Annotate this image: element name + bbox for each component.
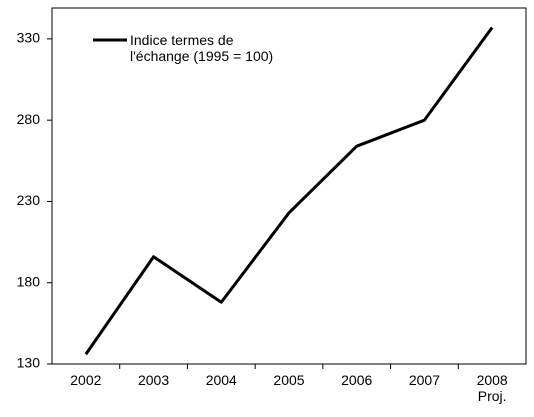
x-tick-label: 2006 <box>341 372 373 388</box>
plot-frame <box>51 7 527 365</box>
series-line <box>84 26 494 356</box>
x-tick-label: 2003 <box>137 372 170 388</box>
y-tick-label: 130 <box>17 355 41 371</box>
y-tick-label: 180 <box>17 273 41 289</box>
y-tick-label: 330 <box>17 30 41 46</box>
x-tick-label: 2005 <box>273 372 305 388</box>
x-tick-label: 2002 <box>70 372 102 388</box>
y-tick-label: 280 <box>17 111 41 127</box>
x-tick-label: 2007 <box>408 372 440 388</box>
x-tick-label: 2004 <box>205 372 237 388</box>
y-tick-label: 230 <box>17 192 41 208</box>
legend-label: Indice termes de l'échange (1995 = 100) <box>130 32 274 64</box>
x-tick-label: 2008 Proj. <box>476 372 508 404</box>
